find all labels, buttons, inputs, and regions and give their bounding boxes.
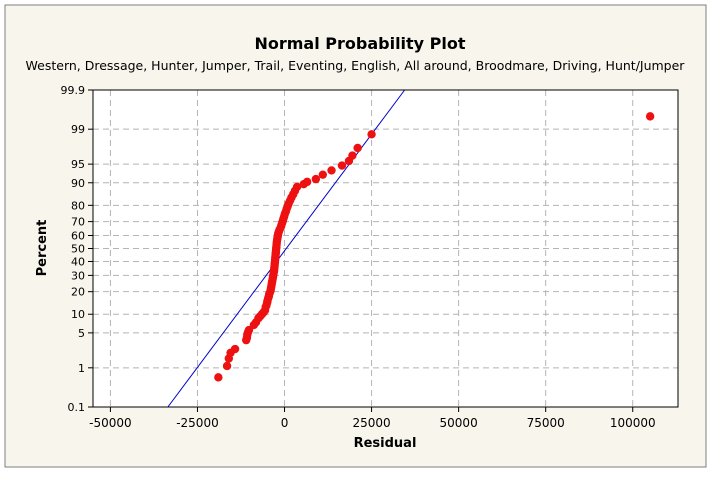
x-tick-label: 100000: [610, 416, 656, 430]
data-point: [214, 373, 223, 382]
y-tick-label: 50: [71, 243, 85, 256]
y-tick-label: 0.1: [68, 401, 86, 414]
x-tick-label: 25000: [352, 416, 390, 430]
data-point: [348, 151, 357, 160]
data-point: [302, 177, 312, 187]
x-tick-label: 50000: [440, 416, 478, 430]
data-point: [337, 161, 347, 170]
x-axis-ticks: -50000 -25000 0 25000 50000 75000 100000: [89, 407, 656, 430]
y-tick-label: 70: [71, 216, 85, 229]
x-tick-label: -50000: [89, 416, 132, 430]
data-point: [230, 344, 240, 354]
y-tick-label: 99: [71, 123, 85, 136]
x-tick-label: 75000: [527, 416, 565, 430]
x-tick-label: 0: [281, 416, 289, 430]
y-tick-label: 10: [71, 308, 85, 321]
data-point: [353, 143, 362, 153]
chart-subtitle: Western, Dressage, Hunter, Jumper, Trail…: [26, 58, 686, 73]
data-point: [645, 112, 655, 121]
y-tick-label: 95: [71, 158, 85, 171]
data-points: [214, 112, 655, 382]
data-point: [367, 130, 376, 139]
y-tick-label: 80: [71, 199, 85, 212]
y-axis-label: Percent: [35, 220, 50, 277]
plot-area-border: [92, 89, 679, 408]
x-axis-label: Residual: [354, 436, 417, 451]
data-point: [311, 174, 321, 184]
y-tick-label: 60: [71, 230, 85, 243]
fit-line-group: [167, 89, 406, 408]
y-tick-label: 40: [71, 255, 85, 268]
y-tick-label: 5: [78, 327, 85, 340]
x-tick-label: -25000: [176, 416, 219, 430]
y-tick-label: 1: [78, 362, 85, 375]
chart-title: Normal Probability Plot: [254, 34, 465, 53]
y-tick-label: 20: [71, 286, 85, 299]
y-tick-label: 99.9: [61, 84, 86, 97]
fit-line: [167, 89, 406, 408]
data-point: [222, 361, 232, 371]
data-point: [292, 182, 302, 192]
y-tick-label: 90: [71, 177, 85, 190]
data-point: [327, 166, 336, 175]
data-point: [318, 170, 328, 179]
grid-lines: [93, 90, 678, 407]
y-tick-label: 30: [71, 269, 85, 282]
